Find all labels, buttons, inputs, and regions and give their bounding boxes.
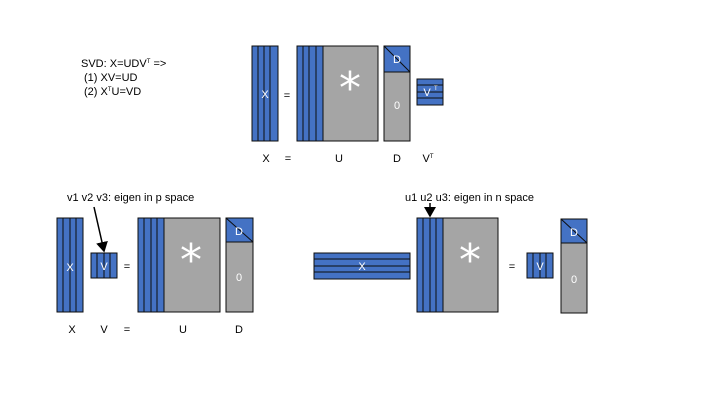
right-d-letter: D (570, 227, 578, 239)
left-u-star: * (180, 235, 202, 286)
right-matrix-v: V (526, 252, 554, 279)
left-label-x: X (68, 324, 76, 336)
right-matrix-d: D 0 (560, 218, 588, 314)
left-v-letter: V (100, 261, 108, 273)
left-arrow (93, 206, 108, 253)
formula-line-1-text: SVD: X=UDV (81, 58, 147, 70)
top-label-x: X (262, 153, 270, 165)
formula-line-3-sup: T (107, 87, 112, 93)
right-u-star: * (459, 235, 481, 286)
left-equals-sign: = (124, 261, 130, 273)
left-note: v1 v2 v3: eigen in p space (67, 192, 195, 204)
top-matrix-u: * (296, 45, 379, 142)
right-equals-sign: = (509, 261, 515, 273)
top-label-vt-sup: T (429, 154, 434, 160)
left-matrix-v: V (90, 252, 118, 279)
top-d-letter: D (393, 54, 401, 66)
left-matrix-d: D 0 (225, 217, 254, 313)
left-d-zero: 0 (236, 272, 242, 284)
top-vt-letter: V (423, 87, 431, 99)
left-label-v: V (100, 324, 108, 336)
formula-line-3: (2) XTU=VD (81, 85, 166, 99)
top-u-star: * (339, 63, 361, 114)
top-equals-sign: = (284, 90, 290, 102)
formula-line-3-text: (2) X (84, 86, 108, 98)
left-d-letter: D (235, 226, 243, 238)
svd-formula: SVD: X=UDVT => (1) XV=UD (2) XTU=VD (81, 57, 166, 99)
left-x-letter: X (66, 262, 74, 274)
top-matrix-x: X (251, 45, 279, 142)
top-label-vt: VT (422, 152, 433, 166)
right-xt-letter: X (358, 261, 366, 273)
formula-line-1: SVD: X=UDVT => (81, 57, 166, 71)
top-d-zero: 0 (394, 100, 400, 112)
right-d-zero: 0 (571, 274, 577, 286)
right-matrix-xt: X (313, 252, 411, 280)
top-label-d: D (393, 153, 401, 165)
top-vt-sup: T (434, 86, 438, 92)
right-note: u1 u2 u3: eigen in n space (405, 192, 535, 204)
left-matrix-u: * (137, 217, 221, 313)
left-label-d: D (235, 324, 243, 336)
formula-line-1-sup: T (146, 59, 151, 65)
right-v-letter: V (536, 261, 544, 273)
top-matrix-x-letter: X (261, 89, 269, 101)
formula-line-1-tail: => (150, 58, 167, 70)
formula-line-3-tail: U=VD (111, 86, 142, 98)
top-matrix-vt: V T (416, 78, 444, 106)
top-matrix-d: D 0 (383, 45, 411, 142)
left-label-u: U (179, 324, 187, 336)
formula-line-2: (1) XV=UD (84, 72, 138, 84)
right-matrix-u: * (416, 217, 499, 313)
top-label-u: U (335, 153, 343, 165)
top-label-vt-text: V (422, 153, 430, 165)
left-matrix-x: X (56, 217, 84, 313)
left-label-equals: = (123, 324, 131, 336)
top-label-equals: = (284, 153, 292, 165)
